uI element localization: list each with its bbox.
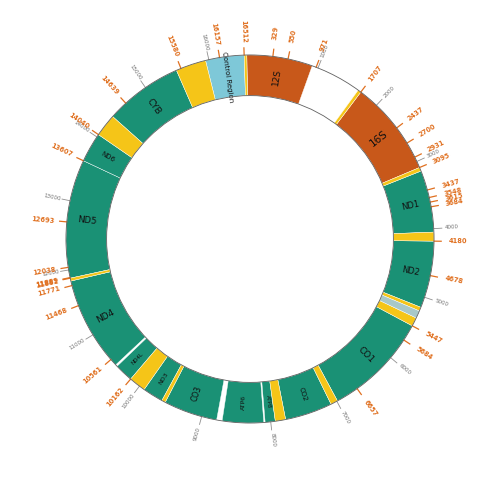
Wedge shape — [222, 381, 264, 423]
Text: 16000: 16000 — [200, 33, 209, 51]
Text: 2931: 2931 — [426, 140, 446, 153]
Text: 12000: 12000 — [42, 269, 60, 277]
Text: ND6: ND6 — [100, 151, 116, 164]
Text: 1000: 1000 — [320, 43, 330, 58]
Text: CO3: CO3 — [190, 385, 203, 403]
Wedge shape — [383, 241, 434, 307]
Wedge shape — [318, 307, 412, 401]
Text: ND1: ND1 — [400, 199, 420, 211]
Text: 14040: 14040 — [68, 112, 90, 130]
Text: 13607: 13607 — [50, 143, 74, 158]
Text: 4180: 4180 — [448, 239, 467, 245]
Text: 12S: 12S — [271, 68, 282, 87]
Text: ND5: ND5 — [77, 215, 98, 226]
Text: 10000: 10000 — [122, 392, 136, 409]
Text: 971: 971 — [320, 37, 330, 53]
Text: 2437: 2437 — [406, 106, 425, 121]
Text: 3548: 3548 — [443, 187, 462, 197]
Wedge shape — [380, 295, 420, 318]
Wedge shape — [71, 272, 146, 365]
Text: 5447: 5447 — [424, 330, 443, 344]
Text: 10561: 10561 — [82, 365, 104, 385]
Wedge shape — [70, 270, 110, 281]
Text: CO2: CO2 — [297, 386, 308, 402]
Text: 7000: 7000 — [340, 410, 351, 424]
Wedge shape — [165, 366, 224, 420]
Text: CO1: CO1 — [356, 345, 376, 364]
Wedge shape — [244, 55, 248, 96]
Text: ND4: ND4 — [95, 308, 116, 325]
Text: 2700: 2700 — [418, 123, 437, 138]
Wedge shape — [382, 167, 421, 186]
Text: 5684: 5684 — [414, 346, 433, 361]
Wedge shape — [247, 55, 312, 104]
Wedge shape — [112, 70, 192, 143]
Text: 3684: 3684 — [445, 198, 464, 207]
Wedge shape — [384, 171, 434, 234]
Text: 3095: 3095 — [432, 152, 451, 164]
Wedge shape — [313, 365, 338, 404]
Text: ND4L: ND4L — [130, 351, 144, 365]
Text: 2000: 2000 — [382, 85, 396, 99]
Wedge shape — [394, 232, 434, 241]
Text: 11881: 11881 — [35, 278, 59, 289]
Text: 3437: 3437 — [440, 178, 460, 189]
Text: 4678: 4678 — [444, 276, 464, 285]
Text: 15580: 15580 — [165, 34, 179, 58]
Wedge shape — [84, 135, 132, 178]
Text: 3000: 3000 — [426, 149, 441, 159]
Wedge shape — [144, 356, 182, 401]
Text: 14639: 14639 — [100, 75, 119, 96]
Text: 16512: 16512 — [240, 20, 247, 43]
Wedge shape — [206, 55, 246, 100]
Wedge shape — [162, 365, 184, 402]
Text: 4000: 4000 — [444, 225, 459, 230]
Text: ATP6: ATP6 — [241, 395, 246, 410]
Text: 9000: 9000 — [192, 427, 201, 442]
Text: 5000: 5000 — [434, 298, 449, 308]
Text: 13000: 13000 — [43, 193, 62, 201]
Text: 12038: 12038 — [32, 266, 56, 276]
Wedge shape — [98, 117, 143, 158]
Text: ATP8: ATP8 — [265, 395, 272, 409]
Text: 11771: 11771 — [37, 286, 61, 297]
Wedge shape — [278, 368, 331, 420]
Text: 11000: 11000 — [68, 337, 86, 351]
Wedge shape — [270, 380, 285, 421]
Text: 14000: 14000 — [73, 120, 90, 134]
Wedge shape — [334, 90, 361, 124]
Text: 15000: 15000 — [128, 64, 142, 81]
Wedge shape — [262, 381, 276, 423]
Wedge shape — [336, 92, 419, 183]
Wedge shape — [130, 348, 168, 390]
Text: 550: 550 — [288, 28, 298, 43]
Text: 12693: 12693 — [31, 216, 55, 224]
Text: 11889: 11889 — [35, 277, 58, 288]
Text: 3615: 3615 — [444, 193, 464, 202]
Text: 11468: 11468 — [44, 307, 68, 321]
Text: 329: 329 — [272, 25, 280, 40]
Text: 10162: 10162 — [106, 387, 125, 408]
Text: ND2: ND2 — [401, 265, 420, 277]
Text: 6000: 6000 — [398, 363, 411, 376]
Text: 8000: 8000 — [270, 433, 276, 447]
Text: 1707: 1707 — [368, 64, 383, 82]
Text: CYB: CYB — [145, 97, 163, 116]
Text: 6657: 6657 — [363, 399, 379, 417]
Text: 16S: 16S — [368, 128, 390, 149]
Text: ND3: ND3 — [158, 371, 170, 385]
Text: 16157: 16157 — [210, 22, 220, 46]
Wedge shape — [376, 301, 416, 326]
Wedge shape — [176, 60, 216, 108]
Wedge shape — [117, 338, 157, 379]
Wedge shape — [382, 292, 421, 311]
Wedge shape — [66, 161, 120, 278]
Text: Control Region: Control Region — [221, 51, 234, 103]
